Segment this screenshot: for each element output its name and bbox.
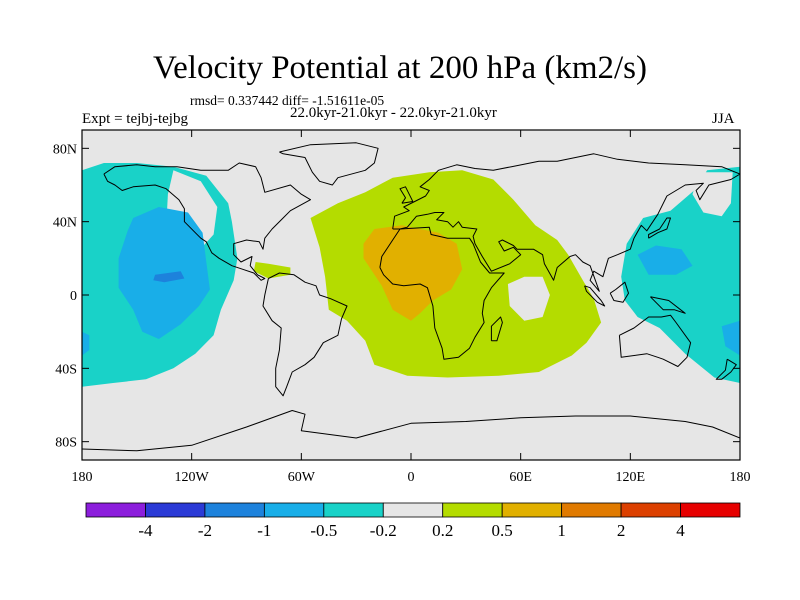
- coastline-sumatra: [584, 285, 606, 307]
- colorbar: -4 -2 -1 -0.5 -0.2 0.2 0.5 1 2 4: [85, 502, 741, 540]
- colorbar-label: -0.5: [310, 521, 337, 540]
- coastline-great-britain: [399, 186, 414, 204]
- colorbar-label: 4: [676, 521, 685, 540]
- colorbar-swatch: [680, 502, 741, 518]
- statistics-label: rmsd= 0.337442 diff= -1.51611e-05: [190, 93, 385, 108]
- plot-title: Velocity Potential at 200 hPa (km2/s): [152, 50, 648, 86]
- experiment-label: Expt = tejbj-tejbg: [82, 111, 188, 127]
- colorbar-swatch: [501, 502, 563, 518]
- x-tick-label: 120E: [616, 470, 646, 485]
- colorbar-label: 0.2: [432, 521, 453, 540]
- coastline-borneo: [609, 281, 629, 303]
- colorbar-swatch: [620, 502, 681, 518]
- colorbar-swatch: [442, 502, 503, 518]
- coastline-japan: [648, 217, 671, 239]
- colorbar-label: -4: [138, 521, 153, 540]
- period-label: 22.0kyr-21.0kyr - 22.0kyr-21.0kyr: [290, 105, 497, 121]
- colorbar-swatch: [561, 502, 622, 518]
- field-region-pacific-west-edge-blue: [82, 331, 90, 356]
- field-region-pacific-minimum: [153, 271, 185, 283]
- field-region-pacific-negative-inner: [118, 207, 210, 339]
- field-region-africa-positive-core: [363, 225, 463, 321]
- y-tick-label: 80N: [53, 142, 77, 157]
- y-tick-label: 0: [70, 289, 77, 304]
- field-region-indian-ocean-clear: [507, 276, 550, 321]
- x-tick-label: 60W: [288, 470, 316, 485]
- x-tick-label: 0: [408, 470, 415, 485]
- season-label: JJA: [712, 111, 735, 127]
- coastline-antarctica: [82, 410, 740, 452]
- field-region-west-pacific-negative-inner: [637, 245, 693, 275]
- latitude-axis: 80N 40N 0 40S 80S: [53, 142, 740, 451]
- colorbar-label: 2: [617, 521, 626, 540]
- coastline-australia: [618, 314, 692, 367]
- coastline-south-america: [262, 272, 348, 397]
- coastline-eurasia: [392, 153, 740, 292]
- coastline-new-zealand: [715, 358, 737, 380]
- longitude-axis: 180 120W 60W 0 60E 120E 180: [72, 130, 751, 485]
- colorbar-swatch: [85, 502, 146, 518]
- colorbar-label: 0.5: [492, 521, 513, 540]
- x-tick-label: 180: [72, 470, 93, 485]
- coastline-new-guinea: [650, 296, 686, 314]
- colorbar-swatch: [263, 502, 325, 518]
- field-region-west-pacific-negative-outer: [621, 166, 740, 383]
- coastline-greenland: [279, 142, 379, 186]
- coastline-africa: [379, 226, 505, 360]
- colorbar-label: -0.2: [370, 521, 397, 540]
- coastline-layer: [82, 142, 740, 452]
- x-tick-label: 60E: [509, 470, 532, 485]
- field-region-southwest-pacific-negative-inner: [721, 320, 740, 356]
- y-tick-label: 40S: [55, 362, 77, 377]
- contour-fill-layer: [82, 163, 740, 387]
- colorbar-label: -1: [257, 521, 271, 540]
- colorbar-swatch: [323, 502, 384, 518]
- colorbar-swatch: [145, 502, 206, 518]
- colorbar-label: -2: [198, 521, 212, 540]
- colorbar-label: 1: [557, 521, 566, 540]
- x-tick-label: 180: [730, 470, 751, 485]
- colorbar-swatch: [382, 502, 444, 518]
- field-region-caribbean-positive: [253, 262, 291, 279]
- coastline-madagascar: [490, 316, 503, 342]
- colorbar-swatch: [204, 502, 265, 518]
- y-tick-label: 40N: [53, 216, 77, 231]
- x-tick-label: 120W: [175, 470, 210, 485]
- coastline-north-america: [103, 162, 311, 281]
- y-tick-label: 80S: [55, 436, 77, 451]
